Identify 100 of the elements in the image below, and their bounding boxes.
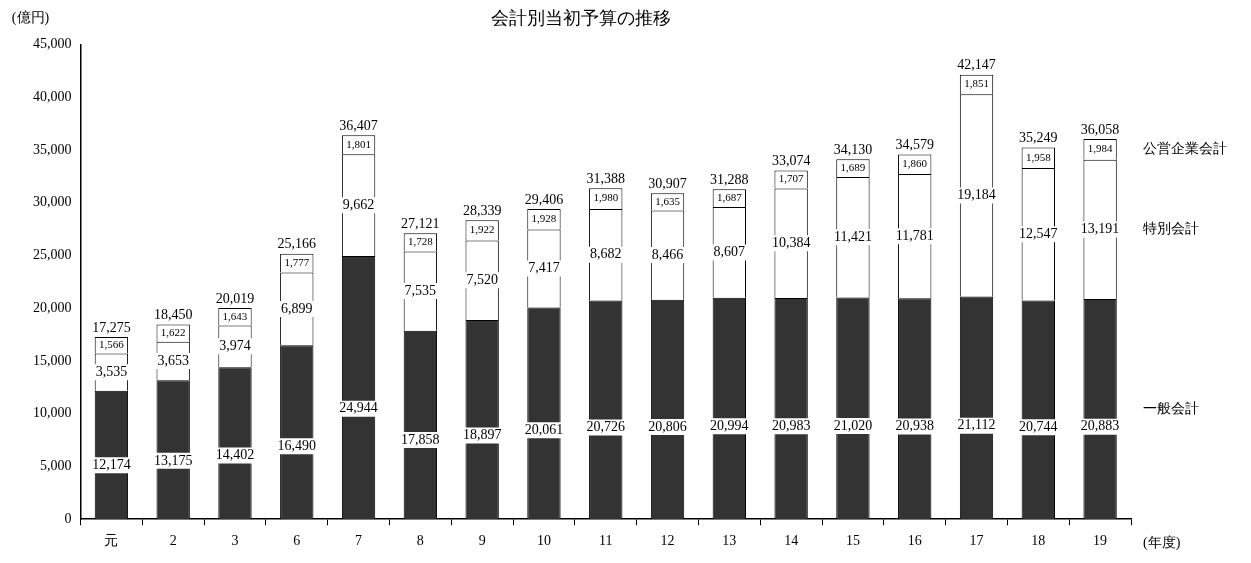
total-label: 30,907 [648, 175, 687, 191]
y-tick-label: 10,000 [33, 405, 72, 421]
data-label: 16,490 [277, 437, 317, 453]
total-label: 42,147 [957, 57, 996, 73]
total-label: 20,019 [215, 290, 255, 306]
data-label: 11,421 [833, 228, 872, 244]
total-label: 25,166 [277, 236, 317, 252]
x-tick-label: 2 [169, 533, 177, 549]
data-label: 1,687 [716, 191, 743, 203]
x-tick-label: 9 [478, 533, 486, 549]
data-label: 7,417 [528, 260, 560, 276]
y-tick-label: 30,000 [33, 194, 72, 210]
data-label: 1,707 [778, 172, 805, 185]
y-tick-label: 45,000 [33, 36, 72, 52]
data-label: 20,726 [586, 419, 625, 435]
data-label: 9,662 [342, 196, 375, 212]
x-tick-label: 14 [784, 533, 799, 549]
x-tick-label: 15 [845, 533, 860, 549]
data-label: 20,744 [1019, 418, 1058, 434]
data-label: 8,466 [651, 246, 684, 262]
data-label: 18,897 [462, 427, 502, 443]
data-label: 20,983 [771, 417, 811, 433]
data-label: 20,883 [1080, 418, 1120, 434]
data-label: 11,781 [895, 227, 934, 243]
data-label: 1,860 [902, 157, 928, 170]
total-label: 31,288 [710, 171, 749, 187]
y-tick-label: 20,000 [33, 299, 72, 315]
total-label: 35,249 [1019, 130, 1058, 146]
x-tick-label: 13 [722, 533, 737, 549]
x-tick-label: 3 [231, 533, 239, 549]
total-label: 27,121 [401, 215, 440, 231]
data-label: 10,384 [771, 234, 811, 250]
data-label: 1,566 [99, 338, 125, 351]
x-tick-label: 6 [293, 533, 301, 549]
data-label: 17,858 [401, 431, 440, 447]
data-label: 6,899 [281, 300, 313, 316]
data-label: 3,653 [157, 352, 189, 368]
data-label: 1,777 [284, 256, 310, 269]
data-label: 7,535 [404, 282, 437, 298]
y-axis-title: (億円) [11, 9, 50, 26]
data-label: 24,944 [339, 400, 378, 416]
data-label: 21,020 [833, 417, 873, 433]
data-label: 1,958 [1025, 150, 1052, 163]
chart-title: 会計別当初予算の推移 [490, 7, 671, 29]
data-label: 1,622 [160, 326, 186, 339]
data-label: 20,061 [524, 422, 564, 438]
y-tick-label: 40,000 [33, 89, 72, 105]
total-label: 18,450 [153, 307, 193, 323]
legend-label: 特別会計 [1143, 221, 1199, 237]
total-label: 29,406 [524, 191, 564, 207]
x-tick-label: 18 [1031, 533, 1046, 549]
x-tick-label: 10 [536, 533, 551, 549]
x-tick-label: 7 [355, 533, 363, 549]
data-label: 1,643 [222, 309, 248, 322]
data-label: 3,535 [95, 363, 128, 379]
x-tick-label: 11 [599, 533, 613, 549]
data-label: 14,402 [215, 447, 255, 463]
data-label: 13,175 [153, 452, 193, 468]
data-label: 1,801 [346, 137, 371, 150]
data-label: 3,974 [219, 338, 251, 354]
x-tick-label: 8 [416, 533, 424, 549]
data-label: 1,635 [655, 194, 681, 207]
series-label: 公営企業会計 [1143, 141, 1227, 157]
data-label: 1,922 [469, 223, 495, 236]
x-tick-label: 元 [104, 533, 119, 549]
data-label: 8,682 [590, 246, 622, 262]
y-tick-label: 35,000 [33, 141, 72, 157]
total-label: 36,058 [1080, 121, 1120, 137]
data-label: 12,174 [92, 456, 131, 472]
data-label: 20,806 [648, 418, 687, 434]
total-label: 28,339 [462, 202, 502, 218]
total-label: 34,130 [833, 141, 873, 157]
data-label: 21,112 [957, 417, 996, 433]
total-label: 36,407 [339, 117, 378, 133]
total-label: 34,579 [895, 137, 934, 153]
data-label: 19,184 [957, 187, 996, 203]
total-label: 31,388 [586, 170, 625, 186]
data-label: 20,994 [710, 417, 749, 433]
data-label: 13,191 [1080, 221, 1120, 237]
data-label: 1,689 [840, 161, 866, 174]
x-tick-label: 19 [1093, 533, 1108, 549]
data-label: 1,980 [593, 191, 619, 204]
data-label: 1,851 [964, 77, 989, 90]
data-label: 7,520 [466, 271, 498, 287]
y-tick-label: 15,000 [33, 352, 72, 368]
total-label: 33,074 [771, 153, 811, 169]
y-tick-label: 0 [64, 510, 72, 526]
data-label: 12,547 [1019, 225, 1058, 241]
data-label: 8,607 [713, 244, 746, 260]
data-label: 20,938 [895, 418, 934, 434]
total-label: 17,275 [92, 319, 131, 335]
x-axis-title: (年度) [1143, 534, 1181, 551]
x-tick-label: 12 [660, 533, 675, 549]
y-tick-label: 25,000 [33, 247, 72, 263]
data-label: 1,984 [1087, 142, 1113, 155]
series-label: 一般会計 [1143, 400, 1199, 416]
data-label: 1,728 [407, 235, 434, 248]
data-label: 1,928 [531, 212, 557, 225]
x-tick-label: 16 [907, 533, 922, 549]
x-tick-label: 17 [969, 533, 984, 549]
